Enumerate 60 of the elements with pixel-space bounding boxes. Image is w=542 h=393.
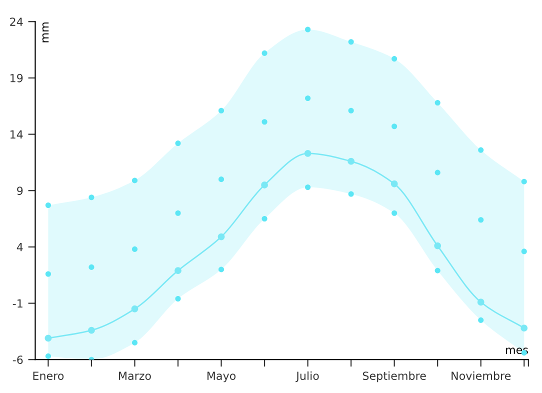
- point: [392, 210, 398, 216]
- y-tick-label: 19: [10, 74, 23, 82]
- x-tick-label: Julio: [296, 371, 319, 382]
- point: [45, 202, 51, 208]
- point: [88, 194, 94, 200]
- point: [218, 176, 224, 182]
- point: [262, 50, 268, 56]
- point: [521, 178, 527, 184]
- point: [262, 216, 268, 222]
- point: [305, 26, 311, 32]
- point: [45, 271, 51, 277]
- point: [305, 95, 311, 101]
- x-tick-label: Septiembre: [362, 371, 426, 382]
- point: [175, 296, 181, 302]
- point: [434, 170, 440, 176]
- point: [348, 39, 354, 45]
- point: [262, 119, 268, 125]
- x-tick-label: Noviembre: [452, 371, 511, 380]
- y-tick-label: 14: [10, 130, 23, 138]
- point: [131, 305, 138, 312]
- point: [434, 100, 440, 106]
- point: [175, 140, 181, 146]
- point: [478, 147, 484, 153]
- point: [348, 158, 355, 165]
- point: [348, 108, 354, 114]
- point: [392, 124, 398, 130]
- y-axis-title: mm: [42, 22, 49, 42]
- point: [348, 191, 354, 197]
- point: [478, 217, 484, 223]
- point: [45, 353, 51, 359]
- point: [44, 334, 52, 342]
- y-tick-label: -6: [12, 356, 23, 364]
- point: [88, 264, 94, 270]
- y-tick-label: 4: [16, 243, 23, 252]
- x-tick-label: Enero: [33, 372, 64, 380]
- point: [132, 340, 138, 346]
- point: [132, 178, 138, 184]
- point: [392, 56, 398, 62]
- y-tick-label: 9: [17, 186, 23, 195]
- point: [304, 150, 312, 157]
- point: [434, 268, 440, 274]
- point: [520, 324, 528, 332]
- x-tick-label: Marzo: [119, 372, 151, 380]
- point: [218, 108, 224, 114]
- point: [390, 180, 398, 188]
- point: [305, 184, 311, 190]
- point: [261, 182, 268, 188]
- y-tick-label: -1: [12, 299, 22, 308]
- x-tick-label: Mayo: [207, 372, 236, 382]
- point: [477, 298, 484, 306]
- point: [218, 266, 224, 272]
- point: [521, 248, 527, 254]
- point: [478, 317, 484, 323]
- point: [218, 233, 225, 240]
- y-tick-label: 24: [10, 18, 23, 26]
- point: [175, 210, 181, 216]
- point: [132, 246, 138, 252]
- point: [434, 242, 442, 250]
- point: [88, 326, 95, 334]
- point: [174, 267, 182, 274]
